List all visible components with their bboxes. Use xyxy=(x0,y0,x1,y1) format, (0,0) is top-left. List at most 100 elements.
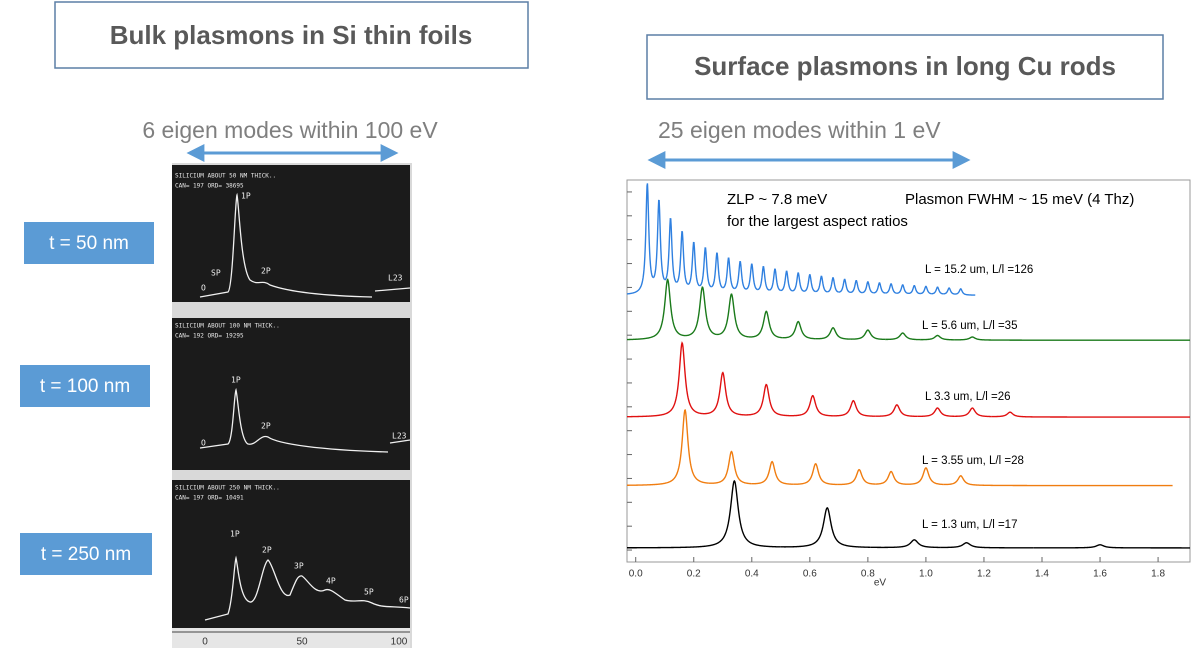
photo-axis-label: 100 xyxy=(391,637,408,648)
x-tick-label: 0.4 xyxy=(745,569,759,580)
right-title: Surface plasmons in long Cu rods xyxy=(694,51,1116,81)
spectrum-peak xyxy=(908,285,921,295)
series-label: L = 1.3 um, L/l =17 xyxy=(922,519,1017,531)
title-box xyxy=(646,34,1164,100)
x-tick-label: 1.6 xyxy=(1093,569,1107,580)
spectrum-peak xyxy=(991,411,1190,418)
x-tick-label: 0.8 xyxy=(861,569,875,580)
spectrum-peak xyxy=(627,341,703,418)
spectrum-peak xyxy=(722,257,735,290)
panel-info: CAN= 192 ORD= 19295 xyxy=(175,333,244,340)
spectrum-peak xyxy=(940,542,1034,549)
spectrum-peak xyxy=(780,506,871,548)
spectrum-peak xyxy=(954,407,992,418)
thickness-box xyxy=(20,533,152,575)
annotation: ZLP ~ 7.8 meV xyxy=(727,191,827,208)
x-tick-label: 1.2 xyxy=(977,569,991,580)
photo-axis-strip xyxy=(172,628,410,648)
peak-label: 1P xyxy=(241,192,251,201)
peak-label: 4P xyxy=(326,577,336,586)
x-tick-label: 0.0 xyxy=(629,569,643,580)
spectrum-peak xyxy=(716,293,749,338)
x-tick-label: 1.8 xyxy=(1151,569,1165,580)
panel-header: SILICIUM ABOUT 50 NM THICK.. xyxy=(175,173,276,180)
x-tick-label: 0.2 xyxy=(687,569,701,580)
peak-label: 5P xyxy=(364,588,374,597)
spectrum-peak xyxy=(687,241,700,287)
peak-label: 2P xyxy=(261,422,271,431)
thickness-label: t = 250 nm xyxy=(41,544,131,565)
spectrum-peak xyxy=(748,310,783,339)
spectrum-peak xyxy=(792,272,805,292)
left-title: Bulk plasmons in Si thin foils xyxy=(110,20,473,50)
spectrum-peak xyxy=(815,275,828,293)
spectrum-peak xyxy=(745,263,758,291)
x-tick-label: 1.4 xyxy=(1035,569,1049,580)
spectrum-peak xyxy=(702,371,745,416)
spectrum-peak xyxy=(862,281,874,294)
spectrum-peak xyxy=(782,320,816,340)
spectrum-peak xyxy=(917,407,955,418)
spectrum-peak xyxy=(838,278,851,294)
spectrum-peak xyxy=(850,329,886,341)
peak-label: 6P xyxy=(399,596,409,605)
spectrum-peak xyxy=(627,409,709,486)
panel-header: SILICIUM ABOUT 250 NM THICK.. xyxy=(175,485,280,492)
spectrum-peak xyxy=(954,336,1190,341)
spectrum-peak xyxy=(699,247,712,288)
spectrum-peak xyxy=(711,252,724,289)
spectrum-peak xyxy=(920,334,955,341)
spectrum-peak xyxy=(708,450,752,485)
spectrum-peak xyxy=(850,279,863,294)
spectrum-peak xyxy=(833,399,876,417)
annotation: for the largest aspect ratios xyxy=(727,213,908,230)
photo-panel xyxy=(172,480,410,628)
spectrum-peak xyxy=(920,285,932,295)
spectrum-peak xyxy=(744,383,790,417)
spectrum-peak xyxy=(885,283,897,294)
photo-curve xyxy=(204,555,411,621)
spectrum-peak xyxy=(803,274,816,293)
annotation: Plasmon FWHM ~ 15 meV (4 Thz) xyxy=(905,191,1134,208)
title-box xyxy=(54,1,529,69)
thickness-box xyxy=(24,222,154,264)
spectrum-peak xyxy=(664,218,677,283)
series-label: L = 15.2 um, L/l =126 xyxy=(925,264,1033,276)
peak-label: O xyxy=(201,284,206,293)
peak-label: 3P xyxy=(294,562,304,571)
spectrum-peak xyxy=(943,287,955,295)
spectra-photo: SILICIUM ABOUT 50 NM THICK.. CAN= 197 OR… xyxy=(172,163,412,648)
x-axis-label: eV xyxy=(874,578,887,589)
plot-area xyxy=(626,179,1191,563)
right-subtitle: 25 eigen modes within 1 eV xyxy=(658,117,941,143)
spectrum-peak xyxy=(896,284,909,295)
spectrum-peak xyxy=(875,470,909,485)
peak-label: 1P xyxy=(230,530,240,539)
spectrum-peak xyxy=(757,266,770,291)
peak-label: 2P xyxy=(261,267,271,276)
spectrum-peak xyxy=(734,260,747,290)
spectrum-peak xyxy=(827,277,839,293)
thickness-label: t = 100 nm xyxy=(40,376,130,397)
panel-header: SILICIUM ABOUT 100 NM THICK.. xyxy=(175,323,280,330)
chart: eV ZLP ~ 7.8 meV Plasmon FWHM ~ 15 meV (… xyxy=(626,179,1191,589)
left-subtitle: 6 eigen modes within 100 eV xyxy=(142,117,438,143)
spectrum-peak xyxy=(793,463,838,486)
spectrum-peak xyxy=(627,479,781,549)
spectrum-peak xyxy=(769,268,781,292)
photo-axis-label: 0 xyxy=(202,637,208,648)
spectrum-peak xyxy=(837,468,876,486)
spectrum-peak xyxy=(676,231,689,285)
peak-label: L23 xyxy=(392,432,407,441)
panel-info: CAN= 197 ORD= 38695 xyxy=(175,183,244,190)
spectrum-peak xyxy=(626,183,654,295)
spectrum-peak xyxy=(653,199,666,281)
peak-label: SP xyxy=(211,269,221,278)
peak-label: L23 xyxy=(388,274,403,283)
spectrum-peak xyxy=(954,288,976,296)
photo-curve xyxy=(199,387,411,453)
spectrum-peak xyxy=(626,278,686,341)
photo-panel xyxy=(172,165,410,302)
spectrum-peak xyxy=(751,460,794,485)
